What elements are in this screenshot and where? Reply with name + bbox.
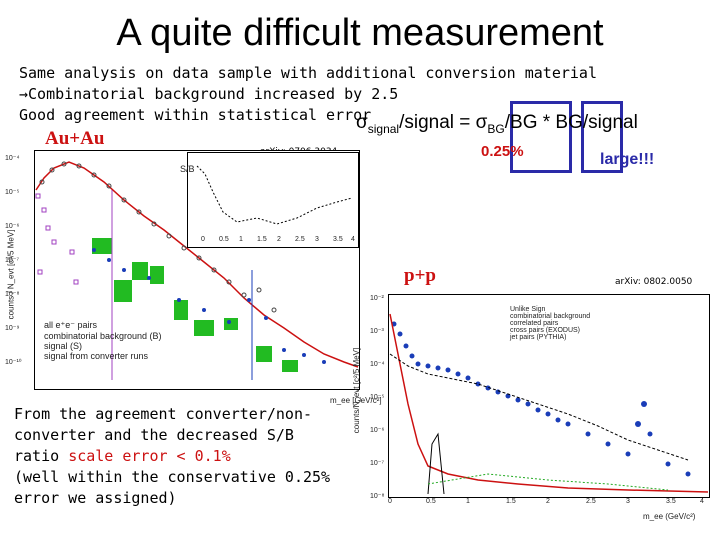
unlike-sign-points — [391, 321, 691, 477]
right-ytick: 10⁻⁸ — [370, 493, 385, 500]
legend-signal: signal (S) — [44, 341, 83, 351]
inset-xtick: 2 — [277, 236, 281, 243]
right-xtick: 0.5 — [426, 498, 436, 505]
left-ytick: 10⁻⁸ — [5, 291, 20, 298]
legend-converter: signal from converter runs — [44, 351, 149, 361]
inset-xtick: 1.5 — [257, 236, 267, 243]
formula-sub-signal: signal — [367, 121, 400, 136]
right-xtick: 1.5 — [506, 498, 516, 505]
left-plot-yticks: 10⁻⁴ 10⁻⁵ 10⁻⁶ 10⁻⁷ 10⁻⁸ 10⁻⁹ 10⁻¹⁰ — [5, 154, 22, 366]
inset-xtick: 0 — [201, 236, 205, 243]
right-ytick: 10⁻⁶ — [370, 427, 385, 434]
all-pairs-points — [39, 161, 277, 313]
formula-sigma-2: σ — [475, 112, 488, 133]
legend-combinatorial: combinatorial background (B) — [44, 331, 162, 341]
right-plot-legend: Unlike Sign combinatorial background cor… — [510, 306, 590, 341]
legend-cross-pairs: cross pairs (EXODUS) — [510, 327, 581, 334]
legend-correlated: correlated pairs — [510, 320, 559, 327]
bottom-text-2: converter and the decreased S/B — [14, 426, 294, 444]
error-formula: σsignal/signal = σBG/BG * BG/signal — [356, 112, 638, 136]
right-plot-canvas — [388, 294, 710, 498]
bullet-line-1: Same analysis on data sample with additi… — [19, 64, 597, 82]
right-ytick: 10⁻⁴ — [370, 361, 385, 368]
formula-sub-bg: BG — [487, 121, 505, 136]
left-ytick: 10⁻⁷ — [5, 257, 20, 264]
left-plot-legend: all e⁺e⁻ pairs combinatorial background … — [44, 320, 162, 361]
left-ytick: 10⁻⁴ — [5, 155, 20, 162]
inset-ylabel: S/B — [180, 164, 195, 174]
pp-label: p+p — [404, 265, 436, 286]
right-xtick: 2 — [546, 498, 550, 505]
highlight-box-signal — [581, 101, 623, 173]
formula-text-1: /signal = — [399, 112, 476, 133]
bottom-text-1: From the agreement converter/non- — [14, 405, 313, 423]
auau-label: Au+Au — [45, 128, 105, 149]
right-plot-xlabel: m_ee (GeV/c²) — [643, 512, 696, 521]
value-025: 0.25% — [481, 143, 524, 160]
legend-combinatorial-bg: combinatorial background — [510, 313, 591, 320]
jet-peak — [427, 432, 445, 495]
jet-pairs-curve — [427, 473, 669, 491]
formula-text-2: /BG * BG/signal — [504, 112, 638, 133]
inset-xtick: 4 — [351, 236, 355, 243]
sb-inset — [187, 152, 359, 248]
legend-jet-pairs: jet pairs (PYTHIA) — [510, 334, 567, 341]
right-ytick: 10⁻² — [370, 295, 384, 302]
legend-all-pairs: all e⁺e⁻ pairs — [44, 320, 98, 330]
bullet-line-3: Good agreement within statistical error — [19, 106, 372, 124]
legend-unlike-sign: Unlike Sign — [510, 306, 546, 313]
right-xtick: 3 — [626, 498, 630, 505]
value-large: large!!! — [600, 151, 655, 168]
inset-xtick: 0.5 — [219, 236, 229, 243]
bottom-text-5: error we assigned) — [14, 489, 177, 507]
signal-green-boxes — [92, 238, 298, 372]
formula-sigma: σ — [356, 112, 368, 133]
highlight-box-bg — [510, 101, 572, 173]
right-xtick: 0 — [388, 498, 392, 505]
right-xtick: 1 — [466, 498, 470, 505]
arrow-icon: → — [19, 85, 29, 103]
right-plot-yticks: 10⁻² 10⁻³ 10⁻⁴ 10⁻⁵ 10⁻⁶ 10⁻⁷ 10⁻⁸ — [370, 294, 388, 500]
right-plot-ylabel: counts/N_evt [c²/5 MeV] — [352, 347, 362, 434]
right-xtick: 4 — [700, 498, 704, 505]
inset-xtick: 3 — [315, 236, 319, 243]
bullet-line-2-text: Combinatorial background increased by 2.… — [28, 85, 399, 103]
pp-mass-spectrum-plot: counts/N_evt [c²/5 MeV] 10⁻² 10⁻³ 10⁻⁴ 1… — [352, 286, 718, 536]
left-ytick: 10⁻⁵ — [5, 189, 20, 196]
combinatorial-background-curve — [389, 353, 689, 461]
scale-error: scale error < 0.1% — [68, 447, 231, 465]
bottom-text-3-prefix: ratio — [14, 447, 69, 465]
arxiv-right: arXiv: 0802.0050 — [615, 277, 693, 287]
right-ytick: 10⁻⁷ — [370, 460, 385, 467]
signal-points — [92, 248, 326, 364]
right-xtick: 2.5 — [586, 498, 596, 505]
left-ytick: 10⁻⁹ — [5, 325, 20, 332]
auau-mass-spectrum-plot: counts / N_evt [c²/5 MeV] 10⁻⁴ 10⁻⁵ 10⁻⁶… — [4, 150, 382, 414]
inset-xtick: 1 — [239, 236, 243, 243]
left-plot-xlabel: m_ee [GeV/c²] — [330, 396, 382, 405]
converter-points — [35, 193, 79, 285]
bottom-text-4: (well within the conservative 0.25% — [14, 468, 331, 486]
left-ytick: 10⁻⁶ — [5, 223, 20, 230]
inset-xtick: 3.5 — [333, 236, 343, 243]
right-ytick: 10⁻⁵ — [370, 394, 385, 401]
bottom-text-3: ratio scale error < 0.1% — [14, 447, 231, 465]
correlated-curve — [389, 313, 709, 493]
right-ytick: 10⁻³ — [370, 328, 384, 335]
inset-xtick: 2.5 — [295, 236, 305, 243]
right-xtick: 3.5 — [666, 498, 676, 505]
slide-title: A quite difficult measurement — [116, 12, 604, 54]
bullet-line-2: →Combinatorial background increased by 2… — [19, 85, 398, 103]
left-ytick: 10⁻¹⁰ — [5, 359, 22, 366]
